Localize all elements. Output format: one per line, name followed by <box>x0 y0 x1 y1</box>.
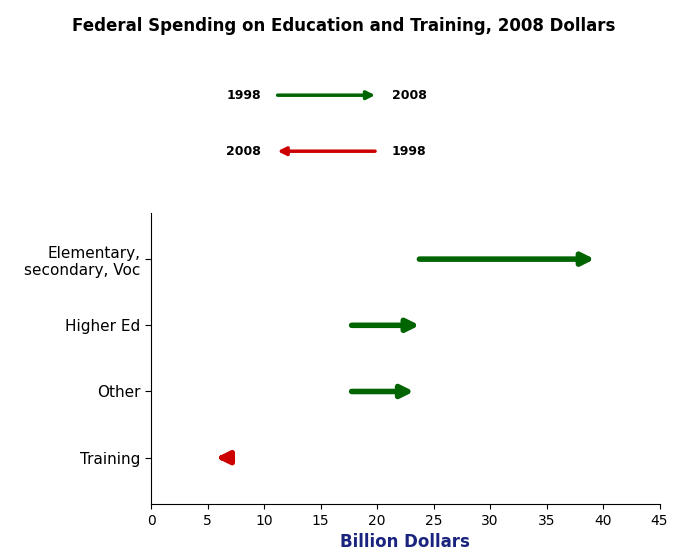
Text: 1998: 1998 <box>227 88 261 102</box>
Text: 2008: 2008 <box>392 88 427 102</box>
Text: 1998: 1998 <box>392 144 426 158</box>
Text: Federal Spending on Education and Training, 2008 Dollars: Federal Spending on Education and Traini… <box>72 17 615 35</box>
Text: 2008: 2008 <box>226 144 261 158</box>
X-axis label: Billion Dollars: Billion Dollars <box>340 533 471 551</box>
